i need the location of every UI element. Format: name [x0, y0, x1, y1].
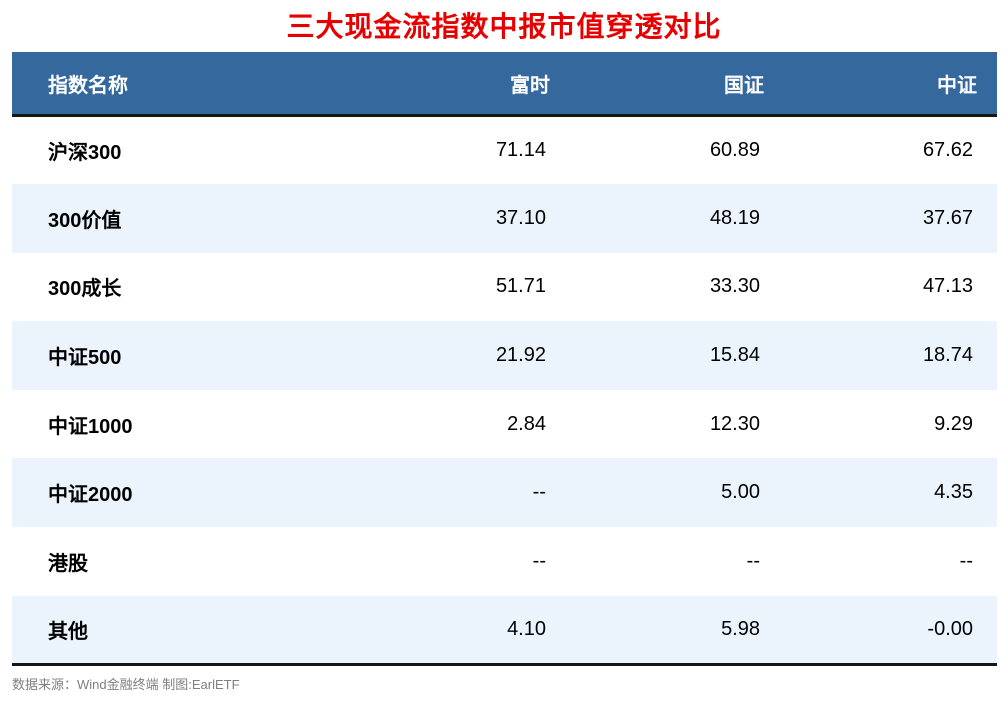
row-label: 300价值: [48, 209, 122, 232]
value-cell: --: [532, 549, 546, 572]
column-header-0: 指数名称: [12, 52, 332, 117]
value-cell: 12.30: [709, 412, 760, 435]
table-row: 中证1000 2.84 12.30 9.29: [12, 390, 997, 459]
column-header-3: 中证: [784, 52, 997, 117]
chart-title: 三大现金流指数中报市值穿透对比: [286, 11, 722, 42]
value-cell: -0.00: [927, 617, 973, 640]
row-label: 港股: [48, 552, 88, 575]
value-cell: 9.29: [934, 412, 973, 435]
value-cell: --: [532, 481, 546, 504]
table-row: 中证500 21.92 15.84 18.74: [12, 321, 997, 390]
value-cell: 5.00: [721, 481, 760, 504]
value-cell: --: [746, 549, 760, 572]
value-cell: 5.98: [721, 617, 760, 640]
cashflow-index-table-page: 三大现金流指数中报市值穿透对比 指数名称 富时 国证 中证 沪深300 71.14 60.…: [0, 11, 1008, 693]
value-cell: 71.14: [495, 139, 546, 162]
table-row: 港股 -- -- --: [12, 527, 997, 596]
value-cell: 18.74: [922, 344, 973, 367]
value-cell: 48.19: [709, 206, 760, 229]
row-label: 其他: [48, 620, 88, 643]
value-cell: 67.62: [922, 139, 973, 162]
table-row: 沪深300 71.14 60.89 67.62: [12, 116, 997, 185]
source-note: 数据来源：Wind金融终端 制图:EarlETF: [12, 676, 240, 692]
row-label: 中证1000: [48, 415, 133, 438]
value-cell: 51.71: [495, 275, 546, 298]
value-cell: --: [959, 549, 973, 572]
row-label: 中证500: [48, 347, 122, 370]
value-cell: 2.84: [507, 412, 546, 435]
value-cell: 15.84: [709, 344, 760, 367]
row-label: 中证2000: [48, 484, 133, 507]
row-label: 300成长: [48, 278, 122, 301]
row-label: 沪深300: [48, 142, 122, 165]
value-cell: 33.30: [709, 275, 760, 298]
value-cell: 4.35: [934, 481, 973, 504]
comparison-table: 指数名称 富时 国证 中证 沪深300 71.14 60.89 67.62 300价值 37.1…: [12, 52, 997, 666]
table-row: 300成长 51.71 33.30 47.13: [12, 253, 997, 322]
table-row: 中证2000 -- 5.00 4.35: [12, 458, 997, 528]
table-header: 指数名称 富时 国证 中证: [12, 52, 997, 117]
column-header-2: 国证: [570, 52, 784, 117]
value-cell: 4.10: [507, 617, 546, 640]
value-cell: 21.92: [495, 344, 546, 367]
value-cell: 37.67: [922, 206, 973, 229]
column-header-1: 富时: [332, 52, 570, 117]
table-body: 沪深300 71.14 60.89 67.62 300价值 37.10 48.19 37.67…: [12, 116, 997, 665]
table-header-row: 指数名称 富时 国证 中证: [12, 52, 997, 117]
value-cell: 37.10: [495, 206, 546, 229]
table-row: 其他 4.10 5.98 -0.00: [12, 595, 997, 665]
value-cell: 47.13: [922, 275, 973, 298]
value-cell: 60.89: [709, 139, 760, 162]
table-row: 300价值 37.10 48.19 37.67: [12, 184, 997, 253]
